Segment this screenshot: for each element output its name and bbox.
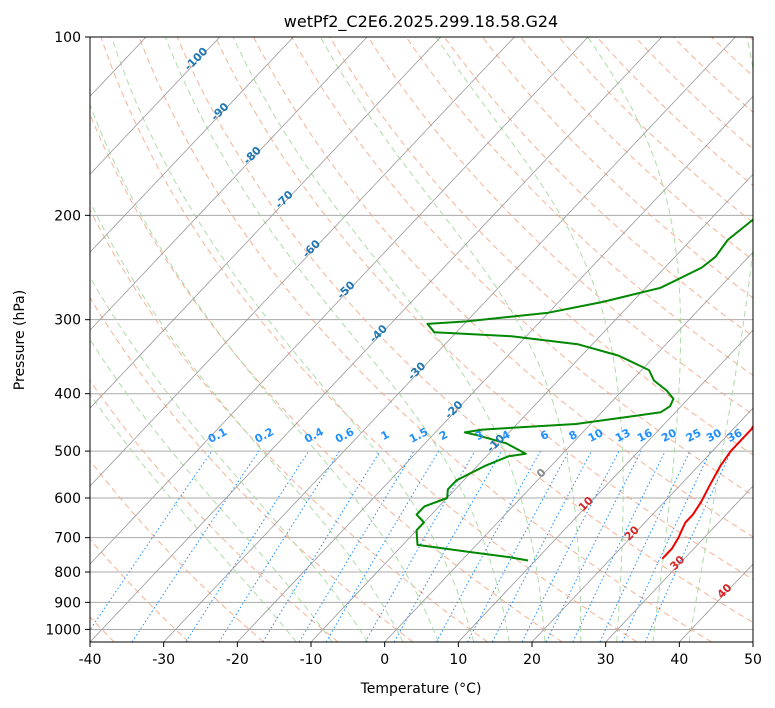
moist-adiabat (90, 276, 369, 642)
dewpoint-line (415, 218, 753, 562)
isotherm-line (458, 329, 753, 642)
isotherm-line (90, 37, 515, 487)
y-tick-label: 1000 (45, 622, 81, 638)
moist-adiabat (587, 37, 682, 642)
mixing-ratio-label: 25 (684, 426, 704, 445)
mixing-ratio-line (572, 450, 666, 642)
y-tick-label: 100 (54, 30, 81, 46)
isotherm-line (163, 37, 736, 642)
dry-adiabat (214, 37, 753, 580)
mixing-ratio-label: 36 (725, 426, 745, 445)
moist-adiabat (320, 37, 582, 642)
isotherm-line (605, 485, 753, 642)
mixing-ratio-lines (90, 450, 732, 642)
y-tick-label: 200 (54, 208, 81, 224)
mixing-ratio-line (364, 450, 476, 642)
y-axis-title: Pressure (hPa) (12, 290, 28, 390)
dry-adiabat (90, 538, 190, 642)
moist-adiabat (232, 37, 546, 642)
y-tick-label: 400 (54, 387, 81, 403)
x-tick-label: -30 (152, 652, 175, 668)
dry-adiabat (291, 37, 753, 497)
temperature-line (661, 424, 753, 560)
x-tick-label: 10 (449, 652, 467, 668)
mixing-ratio-line (621, 450, 711, 642)
dry-adiabat (405, 37, 753, 376)
mixing-ratio-line (393, 450, 502, 642)
x-axis: -40 -30 -20 -10 0 10 20 30 40 50 (79, 642, 762, 668)
y-tick-label: 600 (54, 491, 81, 507)
x-axis-title: Temperature (°C) (360, 681, 482, 697)
moist-adiabats (90, 37, 753, 642)
dry-adiabat (634, 37, 753, 150)
mixing-ratio-line (298, 450, 415, 642)
mixing-ratio-line (218, 450, 341, 642)
mixing-ratio-line (435, 450, 541, 642)
moist-adiabat (111, 37, 475, 642)
mixing-ratio-line (644, 450, 732, 642)
x-tick-label: 50 (744, 652, 762, 668)
moist-adiabat (435, 37, 624, 642)
plot-frame (89, 36, 754, 643)
mixing-ratio-line (90, 450, 213, 631)
moist-adiabat (90, 103, 439, 642)
moist-adiabat (164, 37, 510, 642)
moist-adiabat (90, 200, 404, 642)
y-tick-label: 800 (54, 565, 81, 581)
dry-adiabat (176, 37, 753, 623)
mixing-ratio-line (545, 450, 642, 642)
chart-title: wetPf2_C2E6.2025.299.18.58.G24 (284, 12, 558, 32)
isotherm-line (384, 251, 753, 642)
dry-adiabat (90, 112, 563, 642)
x-tick-label: -40 (79, 652, 102, 668)
mixing-ratio-line (185, 450, 310, 642)
y-tick-label: 500 (54, 444, 81, 460)
isotherm-line (237, 95, 753, 642)
mixing-ratio-label: 10 (586, 426, 606, 445)
y-axis: 100 200 300 400 500 600 700 800 900 1000 (45, 30, 90, 638)
sounding-series (415, 218, 753, 562)
dry-adiabat (100, 37, 638, 642)
x-tick-label: 20 (523, 652, 541, 668)
y-tick-label: 700 (54, 531, 81, 547)
mixing-ratio-line (325, 450, 440, 642)
dry-adiabat (482, 37, 753, 299)
isotherms (90, 37, 753, 642)
isotherm-line (90, 37, 442, 409)
dry-adiabat (90, 296, 414, 642)
isotherm-line (90, 37, 663, 642)
y-tick-label: 900 (54, 595, 81, 611)
plot-area: 0.1 0.2 0.4 0.6 1 1.5 2 3 4 6 8 10 13 16 20 25 30 36-100-… (90, 37, 753, 642)
moist-adiabat (688, 37, 753, 642)
isotherm-line (531, 407, 753, 642)
dry-adiabat (90, 459, 264, 642)
dry-adiabat (367, 37, 753, 416)
y-tick-label: 300 (54, 313, 81, 329)
dry-adiabat (138, 37, 712, 642)
mixing-ratio-line (262, 450, 381, 642)
isotherm-line (310, 173, 753, 642)
moist-adiabat (90, 338, 333, 642)
x-tick-label: 40 (670, 652, 688, 668)
isotherm-line (90, 37, 368, 331)
isotherm-line (90, 37, 221, 175)
isotherm-line (90, 37, 294, 253)
dry-adiabat (90, 379, 339, 642)
x-tick-label: -10 (300, 652, 323, 668)
x-tick-label: 0 (380, 652, 389, 668)
mixing-ratio-line (599, 450, 691, 642)
x-tick-label: 30 (597, 652, 615, 668)
mixing-ratio-label: 13 (613, 426, 633, 445)
mixing-ratio-label: 20 (659, 426, 679, 445)
x-tick-label: -20 (226, 652, 249, 668)
moist-adiabat (90, 393, 297, 642)
dry-adiabats (90, 37, 753, 642)
mixing-ratio-label: 30 (704, 426, 724, 445)
dry-adiabat (520, 37, 753, 261)
isotherm-line (90, 37, 589, 565)
mixing-ratio-label: 16 (635, 426, 655, 445)
